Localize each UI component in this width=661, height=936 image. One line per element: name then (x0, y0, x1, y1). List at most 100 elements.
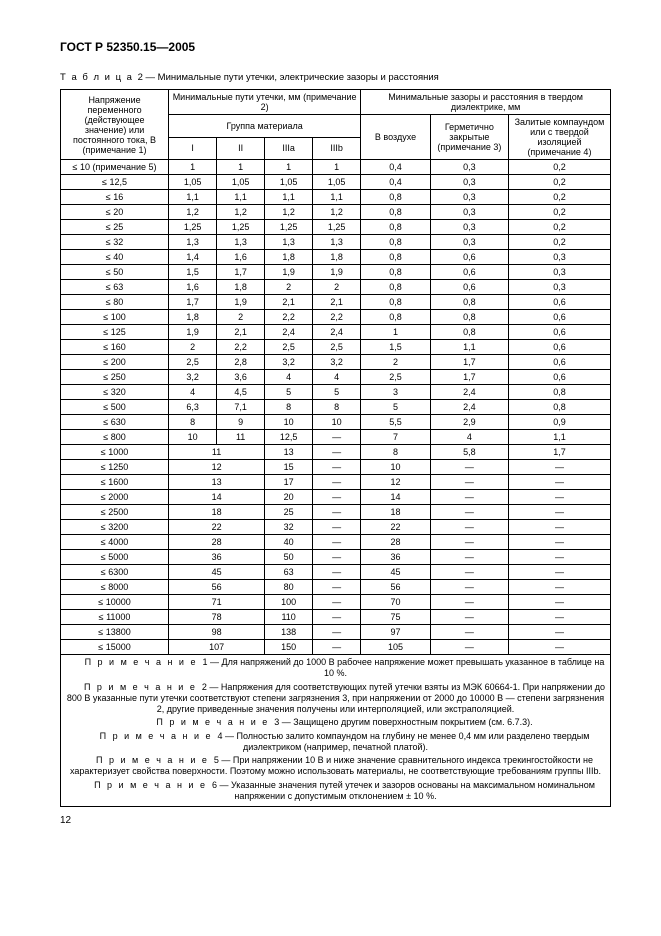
data-cell: 2,1 (313, 295, 361, 310)
voltage-cell: ≤ 250 (61, 370, 169, 385)
table-row: ≤ 80005680—56—— (61, 580, 611, 595)
data-cell: 18 (361, 505, 431, 520)
data-cell: 8 (361, 445, 431, 460)
data-cell: 1,9 (265, 265, 313, 280)
voltage-cell: ≤ 125 (61, 325, 169, 340)
table-row: ≤ 63004563—45—— (61, 565, 611, 580)
data-cell: 0,8 (430, 295, 508, 310)
mat-cell: 1,05 (169, 175, 217, 190)
mat-cell: 6,3 (169, 400, 217, 415)
mat-cell: 1,7 (217, 265, 265, 280)
table-row: ≤ 15000107150—105—— (61, 640, 611, 655)
data-cell: — (313, 520, 361, 535)
data-cell: 70 (361, 595, 431, 610)
table-row: ≤ 161,11,11,11,10,80,30,2 (61, 190, 611, 205)
mat-cell: 3,6 (217, 370, 265, 385)
table-row: ≤ 32044,55532,40,8 (61, 385, 611, 400)
mat-cell: 8 (169, 415, 217, 430)
data-cell: 0,2 (508, 190, 610, 205)
voltage-cell: ≤ 1600 (61, 475, 169, 490)
data-cell: 3,2 (313, 355, 361, 370)
table-row: ≤ 1100078110—75—— (61, 610, 611, 625)
voltage-cell: ≤ 10000 (61, 595, 169, 610)
table-row: ≤ 6308910105,52,90,9 (61, 415, 611, 430)
data-cell: 0,2 (508, 175, 610, 190)
table-row: ≤ 251,251,251,251,250,80,30,2 (61, 220, 611, 235)
data-cell: 50 (265, 550, 313, 565)
mat-cell: 7,1 (217, 400, 265, 415)
data-cell: 0,6 (508, 295, 610, 310)
hdr-compound: Залитые компаундом или с твердой изоляци… (508, 115, 610, 160)
data-cell: 45 (361, 565, 431, 580)
data-cell: — (313, 625, 361, 640)
data-cell: 32 (265, 520, 313, 535)
data-cell: 1,1 (430, 340, 508, 355)
data-cell: 2,5 (265, 340, 313, 355)
hdr-g4: IIIb (313, 137, 361, 160)
mat12-cell: 36 (169, 550, 265, 565)
data-cell: 2,2 (265, 310, 313, 325)
data-cell: — (313, 565, 361, 580)
mat-cell: 1,4 (169, 250, 217, 265)
data-cell: 8 (313, 400, 361, 415)
voltage-cell: ≤ 5000 (61, 550, 169, 565)
table-row: ≤ 201,21,21,21,20,80,30,2 (61, 205, 611, 220)
table-row: ≤ 2503,23,6442,51,70,6 (61, 370, 611, 385)
data-cell: 1,7 (508, 445, 610, 460)
mat-cell: 1,1 (169, 190, 217, 205)
data-cell: 2,4 (430, 385, 508, 400)
data-cell: — (508, 520, 610, 535)
data-cell: — (508, 505, 610, 520)
mat-cell: 2 (169, 340, 217, 355)
data-cell: 2,9 (430, 415, 508, 430)
mat12-cell: 18 (169, 505, 265, 520)
data-cell: — (430, 505, 508, 520)
mat12-cell: 45 (169, 565, 265, 580)
data-cell: — (313, 610, 361, 625)
mat12-cell: 28 (169, 535, 265, 550)
table-row: ≤ 800101112,5—741,1 (61, 430, 611, 445)
table-row: ≤ 40002840—28—— (61, 535, 611, 550)
mat12-cell: 107 (169, 640, 265, 655)
data-cell: 0,2 (508, 160, 610, 175)
data-cell: 0,3 (430, 190, 508, 205)
hdr-creepage: Минимальные пути утечки, мм (примечание … (169, 90, 361, 115)
data-cell: 2,1 (265, 295, 313, 310)
mat-cell: 1,2 (169, 205, 217, 220)
mat-cell: 1,7 (169, 295, 217, 310)
data-cell: 14 (361, 490, 431, 505)
data-cell: — (508, 490, 610, 505)
data-cell: 3 (361, 385, 431, 400)
voltage-cell: ≤ 80 (61, 295, 169, 310)
data-cell: 0,3 (508, 250, 610, 265)
data-cell: 2,5 (361, 370, 431, 385)
data-cell: 28 (361, 535, 431, 550)
mat12-cell: 22 (169, 520, 265, 535)
voltage-cell: ≤ 13800 (61, 625, 169, 640)
data-cell: 0,8 (430, 325, 508, 340)
data-cell: 8 (265, 400, 313, 415)
mat12-cell: 14 (169, 490, 265, 505)
data-cell: 2,4 (313, 325, 361, 340)
data-cell: 0,3 (508, 280, 610, 295)
mat12-cell: 13 (169, 475, 265, 490)
table-row: ≤ 321,31,31,31,30,80,30,2 (61, 235, 611, 250)
voltage-cell: ≤ 8000 (61, 580, 169, 595)
table-row: ≤ 631,61,8220,80,60,3 (61, 280, 611, 295)
standard-title: ГОСТ Р 52350.15—2005 (60, 40, 611, 54)
data-cell: — (508, 580, 610, 595)
table-row: ≤ 50003650—36—— (61, 550, 611, 565)
mat-cell: 1,1 (217, 190, 265, 205)
data-cell: — (508, 565, 610, 580)
voltage-cell: ≤ 25 (61, 220, 169, 235)
mat-cell: 1,3 (169, 235, 217, 250)
data-cell: 36 (361, 550, 431, 565)
voltage-cell: ≤ 3200 (61, 520, 169, 535)
data-cell: 0,3 (508, 265, 610, 280)
data-cell: 0,6 (430, 250, 508, 265)
hdr-g1: I (169, 137, 217, 160)
data-cell: 17 (265, 475, 313, 490)
data-cell: 0,2 (508, 205, 610, 220)
voltage-cell: ≤ 320 (61, 385, 169, 400)
data-cell: 1,25 (313, 220, 361, 235)
